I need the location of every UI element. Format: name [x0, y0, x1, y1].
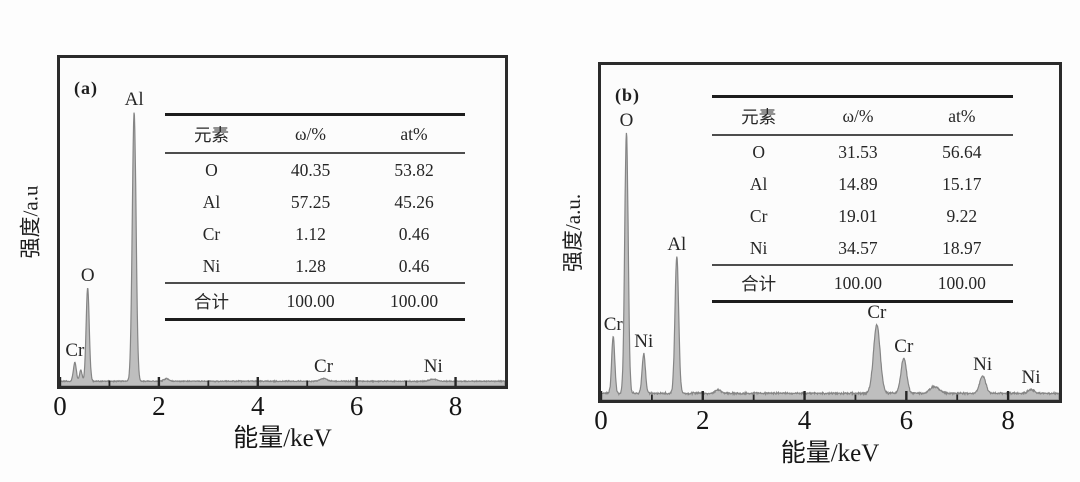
x-axis-label-a: 能量/keV: [233, 425, 332, 452]
x-tick-label: 6: [899, 405, 914, 435]
x-tick-label: 4: [251, 391, 265, 421]
cell-total-label: 合计: [165, 282, 258, 320]
cell-atomic: 45.26: [394, 191, 434, 212]
x-tick-label: 8: [1001, 405, 1015, 435]
y-axis-label-text: 强度/a.u.: [561, 193, 585, 272]
cell-element: Ni: [749, 237, 768, 258]
cell-weight: 34.57: [838, 237, 878, 258]
x-tick-label: 4: [797, 405, 812, 435]
composition-table-b: 元素 ω/% at% O 31.53 56.64 Al 14.89 15.17 …: [712, 95, 1013, 303]
y-axis-label-a: 强度/a.u: [6, 55, 52, 389]
panel-a: Cr O Al Cr Ni (a) 元素 ω/% at% O 40.35 53.82 A…: [57, 55, 508, 389]
table-row: Cr 1.12 0.46: [165, 218, 465, 250]
cell-weight: 19.01: [838, 205, 878, 226]
cell-weight: 40.35: [290, 159, 331, 180]
cell-weight: 57.25: [290, 191, 331, 212]
x-tick-label: 0: [594, 405, 608, 435]
cell-weight: 14.89: [838, 173, 878, 194]
spectrum-curve: [601, 132, 1059, 400]
spectrum-plot-b: [601, 132, 1059, 400]
cell-atomic: 9.22: [946, 205, 978, 226]
panel-tag-a: (a): [74, 78, 98, 98]
panel-tag-b: (b): [615, 85, 640, 105]
composition-table-a: 元素 ω/% at% O 40.35 53.82 Al 57.25 45.26 …: [165, 113, 465, 321]
col-element: 元素: [165, 114, 258, 154]
table-row: O 40.35 53.82: [165, 153, 465, 186]
cell-total-weight: 100.00: [805, 264, 911, 302]
col-atomic-percent: at%: [910, 96, 1013, 136]
cell-atomic: 56.64: [942, 141, 982, 162]
y-axis-label-b: 强度/a.u.: [549, 62, 595, 403]
table-header-row: 元素 ω/% at%: [712, 96, 1013, 136]
cell-element: O: [752, 141, 765, 162]
panel-b: Cr O Ni Al Cr Cr Ni Ni (b) 元素 ω/% at% O 31.53 5…: [598, 62, 1062, 403]
cell-total-atomic: 100.00: [910, 264, 1013, 302]
table-row: Ni 1.28 0.46: [165, 250, 465, 283]
x-tick-label: 8: [448, 391, 463, 421]
spectrum-curve: [60, 112, 505, 386]
table-header-row: 元素 ω/% at%: [165, 114, 465, 154]
cell-element: Al: [749, 173, 768, 194]
cell-atomic: 0.46: [398, 223, 430, 244]
cell-weight: 1.12: [295, 223, 326, 244]
table-row: O 31.53 56.64: [712, 135, 1013, 168]
table-total-row: 合计 100.00 100.00: [712, 264, 1013, 302]
cell-weight: 31.53: [838, 141, 878, 162]
col-element: 元素: [712, 96, 806, 136]
col-weight-percent: ω/%: [258, 114, 363, 154]
cell-element: Cr: [202, 223, 221, 244]
cell-total-atomic: 100.00: [363, 282, 465, 320]
cell-element: Al: [202, 191, 221, 212]
x-axis-ticks-b: 0 2 4 6 8: [594, 405, 1059, 436]
cell-atomic: 53.82: [394, 159, 434, 180]
y-axis-label-text: 强度/a.u: [18, 185, 42, 259]
cell-weight: 1.28: [295, 255, 326, 276]
x-tick-label: 6: [349, 391, 364, 421]
cell-element: Ni: [202, 255, 221, 276]
x-tick-label: 2: [696, 405, 710, 435]
cell-atomic: 15.17: [942, 173, 982, 194]
cell-total-label: 合计: [712, 264, 806, 302]
col-weight-percent: ω/%: [805, 96, 911, 136]
col-atomic-percent: at%: [363, 114, 465, 154]
x-axis-label-b: 能量/keV: [780, 440, 880, 467]
cell-total-weight: 100.00: [258, 282, 363, 320]
table-total-row: 合计 100.00 100.00: [165, 282, 465, 320]
cell-element: Cr: [749, 205, 768, 226]
x-tick-label: 0: [53, 391, 67, 421]
table-row: Cr 19.01 9.22: [712, 200, 1013, 232]
cell-atomic: 0.46: [398, 255, 430, 276]
table-row: Ni 34.57 18.97: [712, 232, 1013, 265]
table-row: Al 14.89 15.17: [712, 168, 1013, 200]
x-axis-ticks-a: 0 2 4 6 8: [53, 391, 505, 422]
table-row: Al 57.25 45.26: [165, 186, 465, 218]
spectrum-plot-a: [60, 112, 505, 386]
cell-element: O: [205, 159, 218, 180]
cell-atomic: 18.97: [942, 237, 982, 258]
x-tick-label: 2: [152, 391, 166, 421]
